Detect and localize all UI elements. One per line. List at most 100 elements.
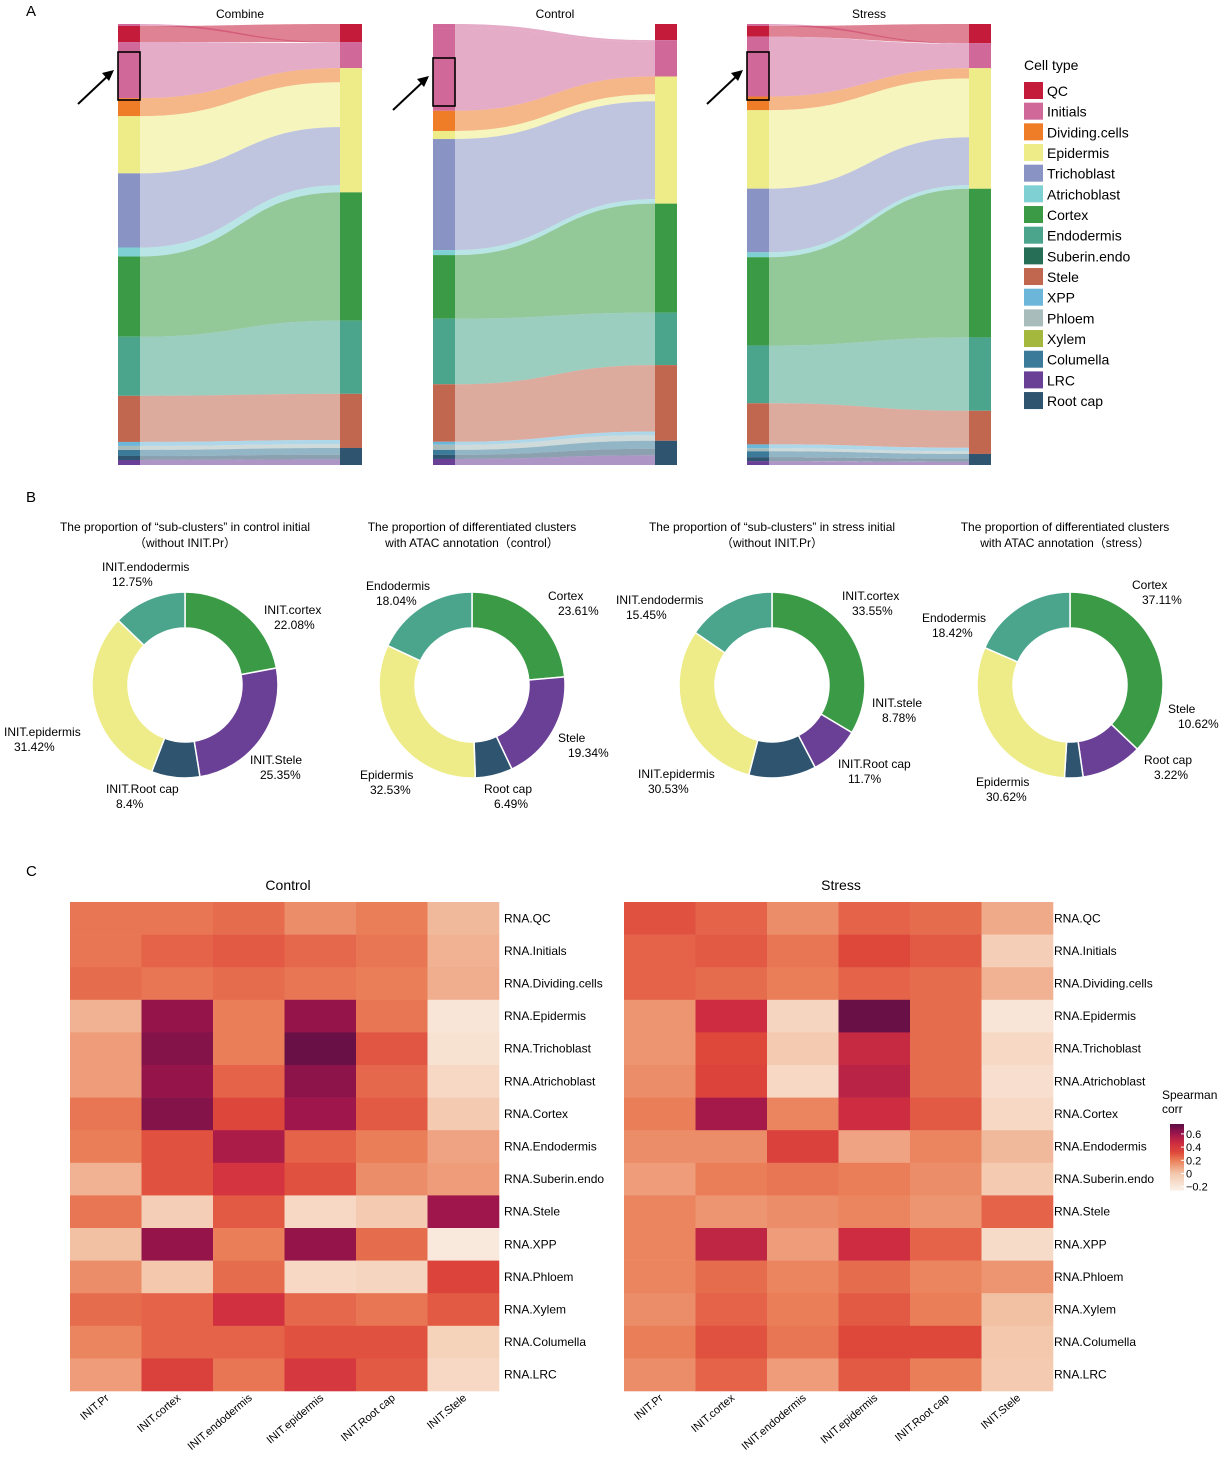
heatmap-cell: [284, 1032, 357, 1066]
colorbar-segment: [1170, 1157, 1184, 1160]
donut-slice-value: 15.45%: [626, 608, 667, 622]
sankey-node-left-dividing-cells: [118, 98, 140, 117]
sankey-flow-stele: [455, 365, 655, 442]
donut-slice-init-endodermis: [117, 591, 186, 647]
heatmap-cell: [767, 1032, 839, 1066]
legend-swatch-suberin-endo: [1024, 247, 1043, 265]
heatmap-cell: [695, 1358, 768, 1392]
donut-slice-label: INIT.endodermis: [616, 593, 703, 607]
heatmap-cell: [624, 1130, 696, 1164]
heatmap-column-label: INIT.Root cap: [893, 1392, 952, 1444]
heatmap-cell: [284, 1293, 357, 1327]
sankey-node-left-phloem: [433, 444, 455, 450]
sankey-node-left-cortex: [433, 255, 455, 319]
sankey-flow-atrichoblast: [769, 185, 969, 258]
legend-item-dividing-cells: Dividing.cells: [1047, 124, 1129, 140]
sankey-title: Combine: [216, 7, 264, 21]
donut-slice-value: 30.62%: [986, 790, 1027, 804]
colorbar-segment: [1170, 1183, 1184, 1186]
sankey-node-left-trichoblast: [433, 139, 455, 251]
heatmap-cell: [213, 1097, 285, 1131]
heatmap-cell: [838, 1195, 911, 1229]
heatmap-cell: [141, 999, 214, 1033]
colorbar-segment: [1170, 1124, 1184, 1127]
heatmap-cell: [213, 1162, 285, 1196]
sankey-node-left-columella: [747, 451, 769, 458]
highlight-box: [746, 51, 770, 101]
donut-slice-value: 32.53%: [370, 783, 411, 797]
heatmap-cell: [695, 1097, 768, 1131]
heatmap-row-label: RNA.Columella: [1054, 1335, 1136, 1349]
heatmap-cell: [695, 967, 768, 1001]
heatmap-row-label: RNA.Suberin.endo: [1054, 1172, 1154, 1186]
sankey-flow-trichoblast: [140, 127, 340, 248]
donut-chart-1: The proportion of “sub-clusters” in cont…: [4, 520, 321, 811]
donut-chart-4: The proportion of differentiated cluster…: [922, 520, 1219, 804]
heatmap-cell: [695, 999, 768, 1033]
sankey-node-right-stele: [340, 393, 362, 448]
colorbar-segment: [1170, 1181, 1184, 1184]
donut-slice-value: 25.35%: [260, 768, 301, 782]
sankey-node-right-epidermis: [969, 68, 991, 189]
heatmap-row-label: RNA.Xylem: [504, 1303, 566, 1317]
heatmap-cell: [427, 1097, 500, 1131]
heatmap-column-label: INIT.endodermis: [740, 1392, 809, 1453]
legend-item-epidermis: Epidermis: [1047, 145, 1109, 161]
heatmap-cell: [284, 1162, 357, 1196]
heatmap-cell: [767, 1325, 839, 1359]
heatmap-cell: [427, 1293, 500, 1327]
sankey-node-left-cortex: [118, 256, 140, 337]
colorbar-segment: [1170, 1150, 1184, 1153]
heatmap-cell: [838, 1325, 911, 1359]
heatmap-cell: [356, 1162, 428, 1196]
colorbar-segment: [1170, 1130, 1184, 1133]
heatmap-cell: [356, 1260, 428, 1294]
heatmap-cell: [910, 1195, 982, 1229]
heatmap-cell: [356, 1130, 428, 1164]
heatmap-row-label: RNA.Stele: [504, 1205, 560, 1219]
heatmap-cell: [70, 1032, 142, 1066]
panel-label-b: B: [26, 489, 36, 506]
donut-slice-init-cortex: [184, 591, 278, 676]
sankey-node-left-lrc: [433, 458, 455, 465]
sankey-flow-lrc: [140, 459, 340, 465]
sankey-node-left-xpp: [747, 444, 769, 449]
colorbar-segment: [1170, 1153, 1184, 1156]
heatmap-cell: [213, 1293, 285, 1327]
donut-title: with ATAC annotation（control）: [384, 536, 559, 550]
heatmap-cell: [838, 1228, 911, 1261]
sankey-flow-columella: [455, 440, 655, 455]
sankey-node-right-cortex: [969, 188, 991, 338]
donut-slice-value: 8.4%: [116, 797, 144, 811]
sankey-node-right-initials: [969, 43, 991, 69]
heatmap-cell: [70, 1293, 142, 1327]
heatmap-cell: [981, 1032, 1054, 1066]
heatmap-cell: [284, 1130, 357, 1164]
donut-title: The proportion of differentiated cluster…: [368, 520, 577, 534]
sankey-node-left-qc: [118, 26, 140, 43]
heatmap-row-label: RNA.Trichoblast: [504, 1042, 592, 1056]
donut-slice-value: 3.22%: [1154, 768, 1188, 782]
sankey-node-right-cortex: [655, 203, 677, 313]
legend-swatch-endodermis: [1024, 226, 1043, 244]
heatmap-cell: [910, 902, 982, 935]
heatmap-cell: [141, 967, 214, 1001]
heatmap-cell: [427, 934, 500, 968]
sankey-flow-dividing-cells: [455, 76, 655, 131]
heatmap-cell: [910, 999, 982, 1033]
sankey-node-left-epidermis: [118, 116, 140, 174]
sankey-node-left-phloem: [747, 448, 769, 452]
sankey-node-left-initials: [118, 42, 140, 99]
colorbar-segment: [1170, 1142, 1184, 1145]
heatmap-cell: [624, 1260, 696, 1294]
heatmap-cell: [695, 934, 768, 968]
sankey-flow-root-cap: [140, 454, 340, 460]
heatmap-cell: [213, 1130, 285, 1164]
sankey-node-right-qc: [655, 24, 677, 41]
sankey-node-left-cortex: [747, 257, 769, 346]
sankey-node-right-qc: [340, 24, 362, 43]
colorbar-segment: [1170, 1158, 1184, 1161]
legend-swatch-xpp: [1024, 288, 1043, 306]
sankey-combine: Combine: [77, 7, 362, 465]
colorbar-segment: [1170, 1178, 1184, 1181]
